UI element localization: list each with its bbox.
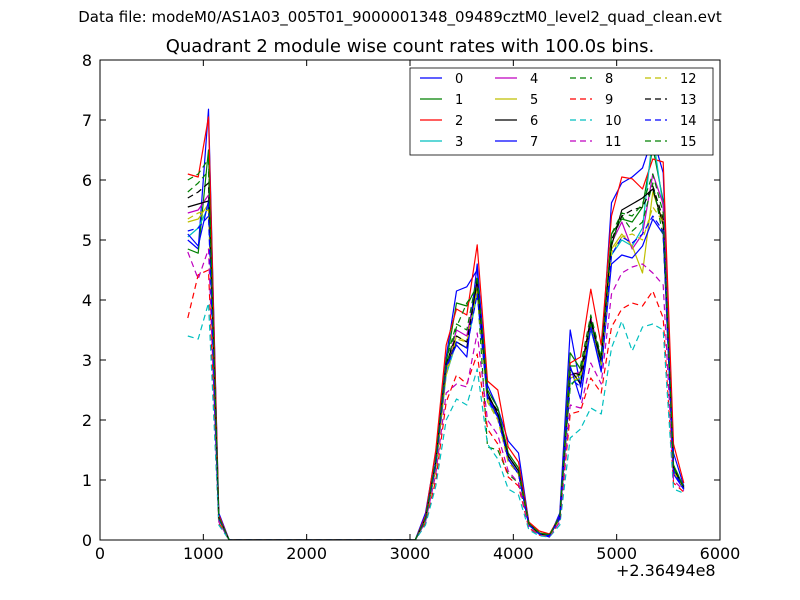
legend-label-6: 6: [530, 114, 538, 129]
chart-title: Quadrant 2 module wise count rates with …: [165, 36, 655, 57]
legend-label-10: 10: [605, 114, 622, 129]
series-lines: [187, 108, 685, 540]
y-tick-label: 6: [82, 171, 92, 190]
legend-label-7: 7: [530, 135, 538, 150]
series-line-7: [187, 200, 685, 540]
legend-label-9: 9: [605, 93, 613, 108]
x-tick-label: 6000: [700, 544, 741, 563]
legend-label-4: 4: [530, 72, 538, 87]
legend-label-0: 0: [455, 72, 463, 87]
x-tick-label: 5000: [596, 544, 637, 563]
legend-label-11: 11: [605, 135, 622, 150]
series-line-0: [187, 108, 685, 540]
legend-label-2: 2: [455, 114, 463, 129]
series-line-3: [187, 134, 685, 540]
y-tick-label: 8: [82, 51, 92, 70]
y-tick-label: 7: [82, 111, 92, 130]
x-tick-label: 3000: [390, 544, 431, 563]
y-tick-label: 2: [82, 411, 92, 430]
y-tick-label: 3: [82, 351, 92, 370]
x-tick-label: 1000: [183, 544, 224, 563]
series-line-11: [187, 248, 685, 540]
legend-label-5: 5: [530, 93, 538, 108]
legend-label-1: 1: [455, 93, 463, 108]
x-tick-label: 0: [95, 544, 105, 563]
y-tick-label: 0: [82, 531, 92, 550]
y-tick-label: 1: [82, 471, 92, 490]
series-line-10: [187, 302, 685, 540]
series-line-2: [187, 116, 685, 540]
legend-label-8: 8: [605, 72, 613, 87]
x-axis-offset-label: +2.36494e8: [616, 561, 716, 580]
series-line-14: [187, 215, 685, 540]
series-line-9: [187, 269, 685, 540]
series-line-8: [187, 170, 685, 540]
legend-label-3: 3: [455, 135, 463, 150]
y-tick-label: 4: [82, 291, 92, 310]
series-line-15: [187, 158, 685, 540]
legend-label-15: 15: [680, 135, 697, 150]
legend-label-12: 12: [680, 72, 697, 87]
y-tick-label: 5: [82, 231, 92, 250]
plot-area: [187, 108, 685, 540]
figure-suptitle: Data file: modeM0/AS1A03_005T01_90000013…: [78, 8, 722, 26]
x-tick-label: 4000: [493, 544, 534, 563]
legend-label-13: 13: [680, 93, 697, 108]
x-tick-label: 2000: [286, 544, 327, 563]
legend-label-14: 14: [680, 114, 697, 129]
legend-box: [409, 67, 714, 156]
